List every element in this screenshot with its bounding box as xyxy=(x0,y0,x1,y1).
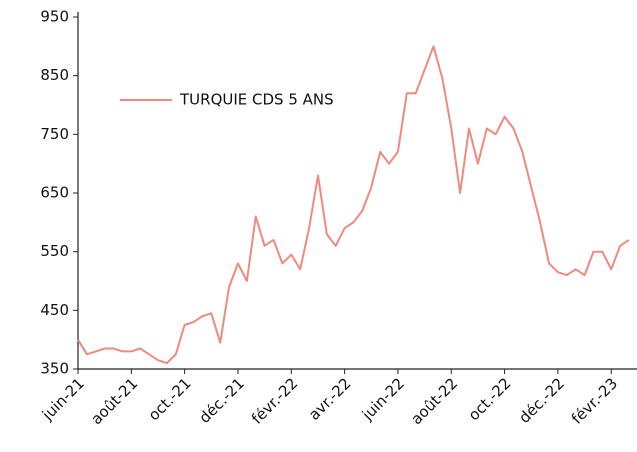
x-tick-label: déc.-21 xyxy=(195,374,248,427)
y-tick-label: 750 xyxy=(40,125,69,143)
x-tick-label: août-21 xyxy=(87,374,141,428)
x-tick-label: oct.-22 xyxy=(465,374,515,424)
y-tick-label: 350 xyxy=(40,360,69,378)
x-tick-label: déc.-22 xyxy=(515,374,568,427)
y-tick-label: 850 xyxy=(40,66,69,84)
x-tick-label: févr.-22 xyxy=(248,374,301,427)
x-tick-label: avr.-22 xyxy=(305,374,355,424)
y-tick-label: 550 xyxy=(40,242,69,260)
x-tick-label: juin-22 xyxy=(358,374,408,424)
y-tick-label: 650 xyxy=(40,184,69,202)
series-line xyxy=(77,45,630,365)
y-tick-label: 950 xyxy=(40,8,69,26)
x-tick-label: févr.-23 xyxy=(568,374,621,427)
y-tick-label: 450 xyxy=(40,301,69,319)
legend-label: TURQUIE CDS 5 ANS xyxy=(179,91,334,109)
x-tick-label: août-22 xyxy=(407,374,461,428)
x-tick-label: juin-21 xyxy=(38,374,88,424)
x-tick-label: oct.-21 xyxy=(145,374,195,424)
